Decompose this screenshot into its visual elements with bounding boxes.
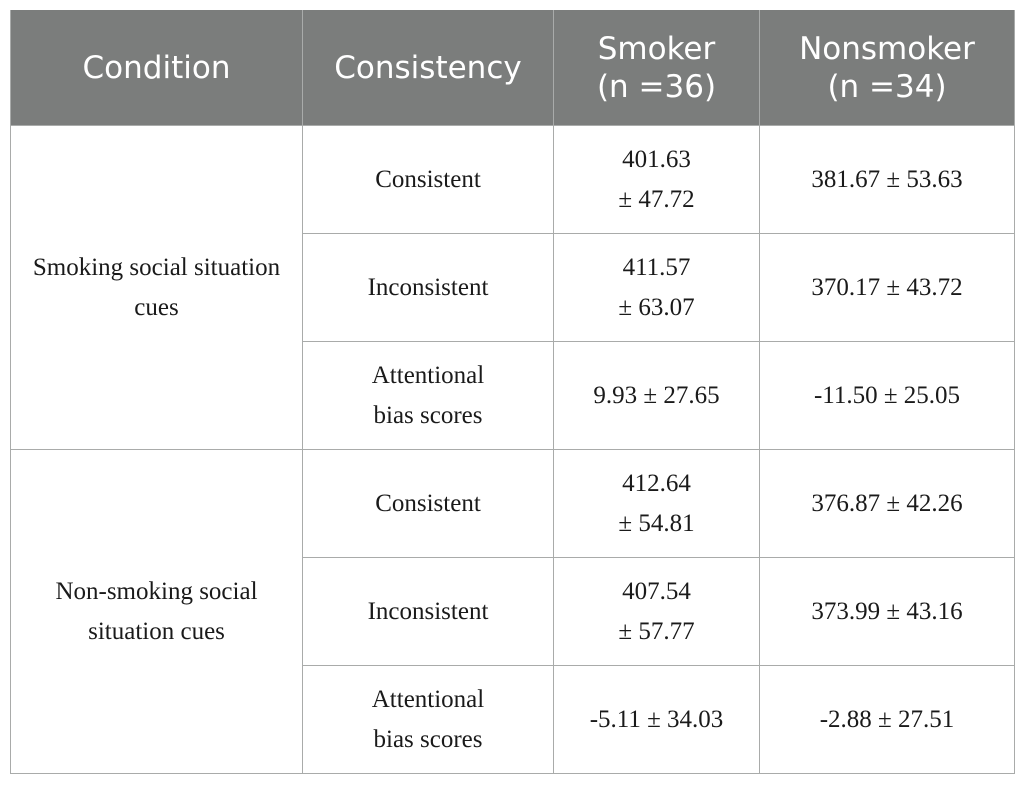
table-row: Inconsistent 411.57 ± 63.07 370.17 ± 43.… [11,233,1015,342]
nonsmoker-cell: 370.17 ± 43.72 [759,233,1015,342]
nonsmoker-cell: 381.67 ± 53.63 [759,125,1015,234]
table-row: Non-smoking social situation cues Consis… [10,449,1015,774]
table-row: Attentional bias scores -5.11 ± 34.03 -2… [11,665,1015,774]
condition-cell: Non-smoking social situation cues [10,449,303,774]
smoker-mean: 412.64 [622,469,691,497]
results-table: Condition Consistency Smoker (n =36) Non… [10,10,1015,774]
consistency-cell: Inconsistent [302,233,554,342]
header-smoker-label: Smoker [597,30,716,67]
table-body: Smoking social situation cues Consistent… [10,125,1015,774]
consistency-cell: Consistent [302,125,554,234]
consistency-label-line1: Attentional [371,685,485,713]
smoker-cell: 407.54 ± 57.77 [553,557,760,666]
consistency-cell: Consistent [302,449,554,558]
smoker-cell: 401.63 ± 47.72 [553,125,760,234]
header-nonsmoker-label: Nonsmoker [799,30,975,67]
header-nonsmoker-n: (n =34) [827,68,947,105]
consistency-label-line2: bias scores [373,725,483,753]
smoker-cell: -5.11 ± 34.03 [553,665,760,774]
table-row: Smoking social situation cues Consistent… [10,125,1015,450]
header-smoker-n: (n =36) [596,68,717,105]
header-smoker: Smoker (n =36) [553,10,760,126]
table-row: Inconsistent 407.54 ± 57.77 373.99 ± 43.… [11,557,1015,666]
smoker-mean: 401.63 [622,145,691,173]
smoker-cell: 411.57 ± 63.07 [553,233,760,342]
condition-cell: Smoking social situation cues [10,125,303,450]
nonsmoker-cell: 376.87 ± 42.26 [759,449,1015,558]
smoker-mean: 411.57 [622,253,691,281]
smoker-sd: ± 63.07 [618,293,695,321]
consistency-cell: Attentional bias scores [302,665,554,774]
smoker-cell: 412.64 ± 54.81 [553,449,760,558]
header-consistency: Consistency [302,10,554,126]
smoker-mean: 407.54 [622,577,691,605]
smoker-sd: ± 47.72 [618,185,695,213]
smoker-sd: ± 57.77 [618,617,695,645]
consistency-cell: Inconsistent [302,557,554,666]
consistency-cell: Attentional bias scores [302,341,554,450]
smoker-cell: 9.93 ± 27.65 [553,341,760,450]
smoker-sd: ± 54.81 [618,509,695,537]
consistency-label-line2: bias scores [373,401,483,429]
header-nonsmoker: Nonsmoker (n =34) [759,10,1015,126]
nonsmoker-cell: -11.50 ± 25.05 [759,341,1015,450]
header-row: Condition Consistency Smoker (n =36) Non… [10,10,1015,126]
nonsmoker-cell: -2.88 ± 27.51 [759,665,1015,774]
header-condition: Condition [10,10,303,126]
consistency-label-line1: Attentional [371,361,485,389]
table-row: Attentional bias scores 9.93 ± 27.65 -11… [11,341,1015,450]
table-header: Condition Consistency Smoker (n =36) Non… [10,10,1015,126]
nonsmoker-cell: 373.99 ± 43.16 [759,557,1015,666]
